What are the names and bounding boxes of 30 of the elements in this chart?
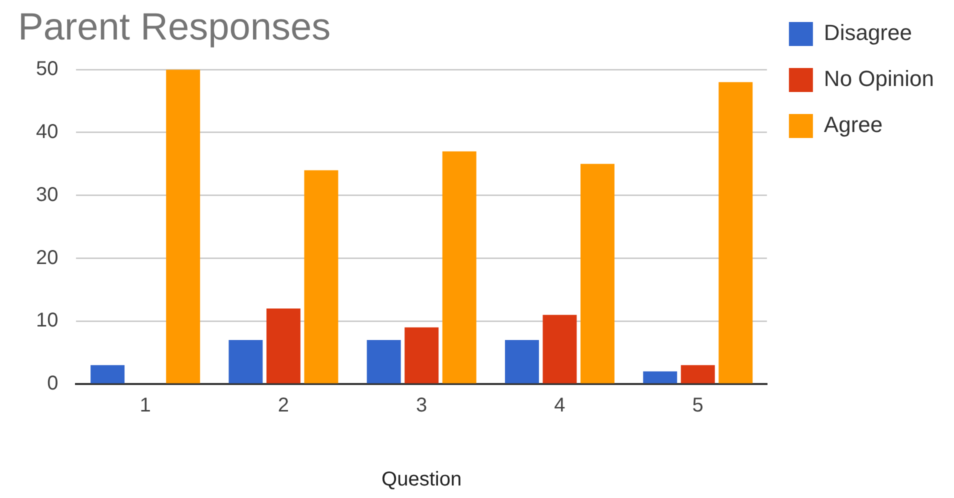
bar: [404, 327, 439, 384]
y-tick-label: 0: [47, 372, 58, 395]
y-tick-label: 20: [36, 246, 58, 269]
legend-label: Agree: [824, 112, 883, 138]
bar: [643, 371, 678, 384]
bar: [504, 340, 539, 384]
chart-title: Parent Responses: [18, 6, 331, 48]
x-axis-title: Question: [382, 468, 462, 491]
y-tick-label: 30: [36, 184, 58, 206]
bar: [366, 340, 401, 384]
legend-label: Disagree: [824, 20, 912, 46]
y-tick-label: 50: [36, 58, 58, 80]
bar: [542, 314, 577, 384]
bar: [166, 70, 200, 384]
bar: [680, 365, 715, 384]
x-tick-label: 2: [278, 394, 290, 417]
x-tick-label: 4: [554, 394, 566, 417]
bar: [228, 340, 263, 384]
bar: [718, 82, 753, 384]
y-tick-label: 40: [36, 120, 58, 143]
x-tick-label: 3: [416, 394, 428, 417]
x-tick-label: 1: [140, 394, 151, 417]
y-tick-label: 10: [36, 310, 58, 332]
bar: [580, 164, 614, 384]
bar: [304, 170, 338, 384]
legend-label: No Opinion: [824, 66, 934, 92]
bar: [90, 365, 125, 384]
x-tick-label: 5: [692, 394, 704, 417]
bar: [442, 151, 476, 384]
bar: [266, 308, 300, 384]
